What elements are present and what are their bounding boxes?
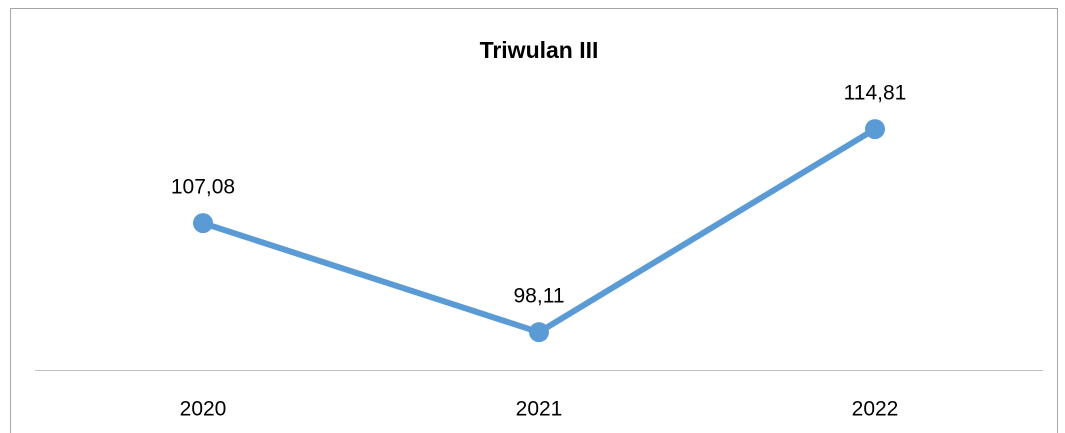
data-label: 107,08 <box>171 176 235 199</box>
data-label: 98,11 <box>514 285 565 308</box>
x-tick-label: 2020 <box>180 398 227 421</box>
marker <box>193 213 213 234</box>
marker <box>529 322 549 343</box>
x-tick-label: 2022 <box>852 398 899 421</box>
data-label: 114,81 <box>844 82 907 105</box>
x-tick-label: 2021 <box>516 398 563 421</box>
marker <box>865 119 885 140</box>
chart-frame <box>10 8 1058 433</box>
chart-title: Triwulan III <box>480 37 599 63</box>
